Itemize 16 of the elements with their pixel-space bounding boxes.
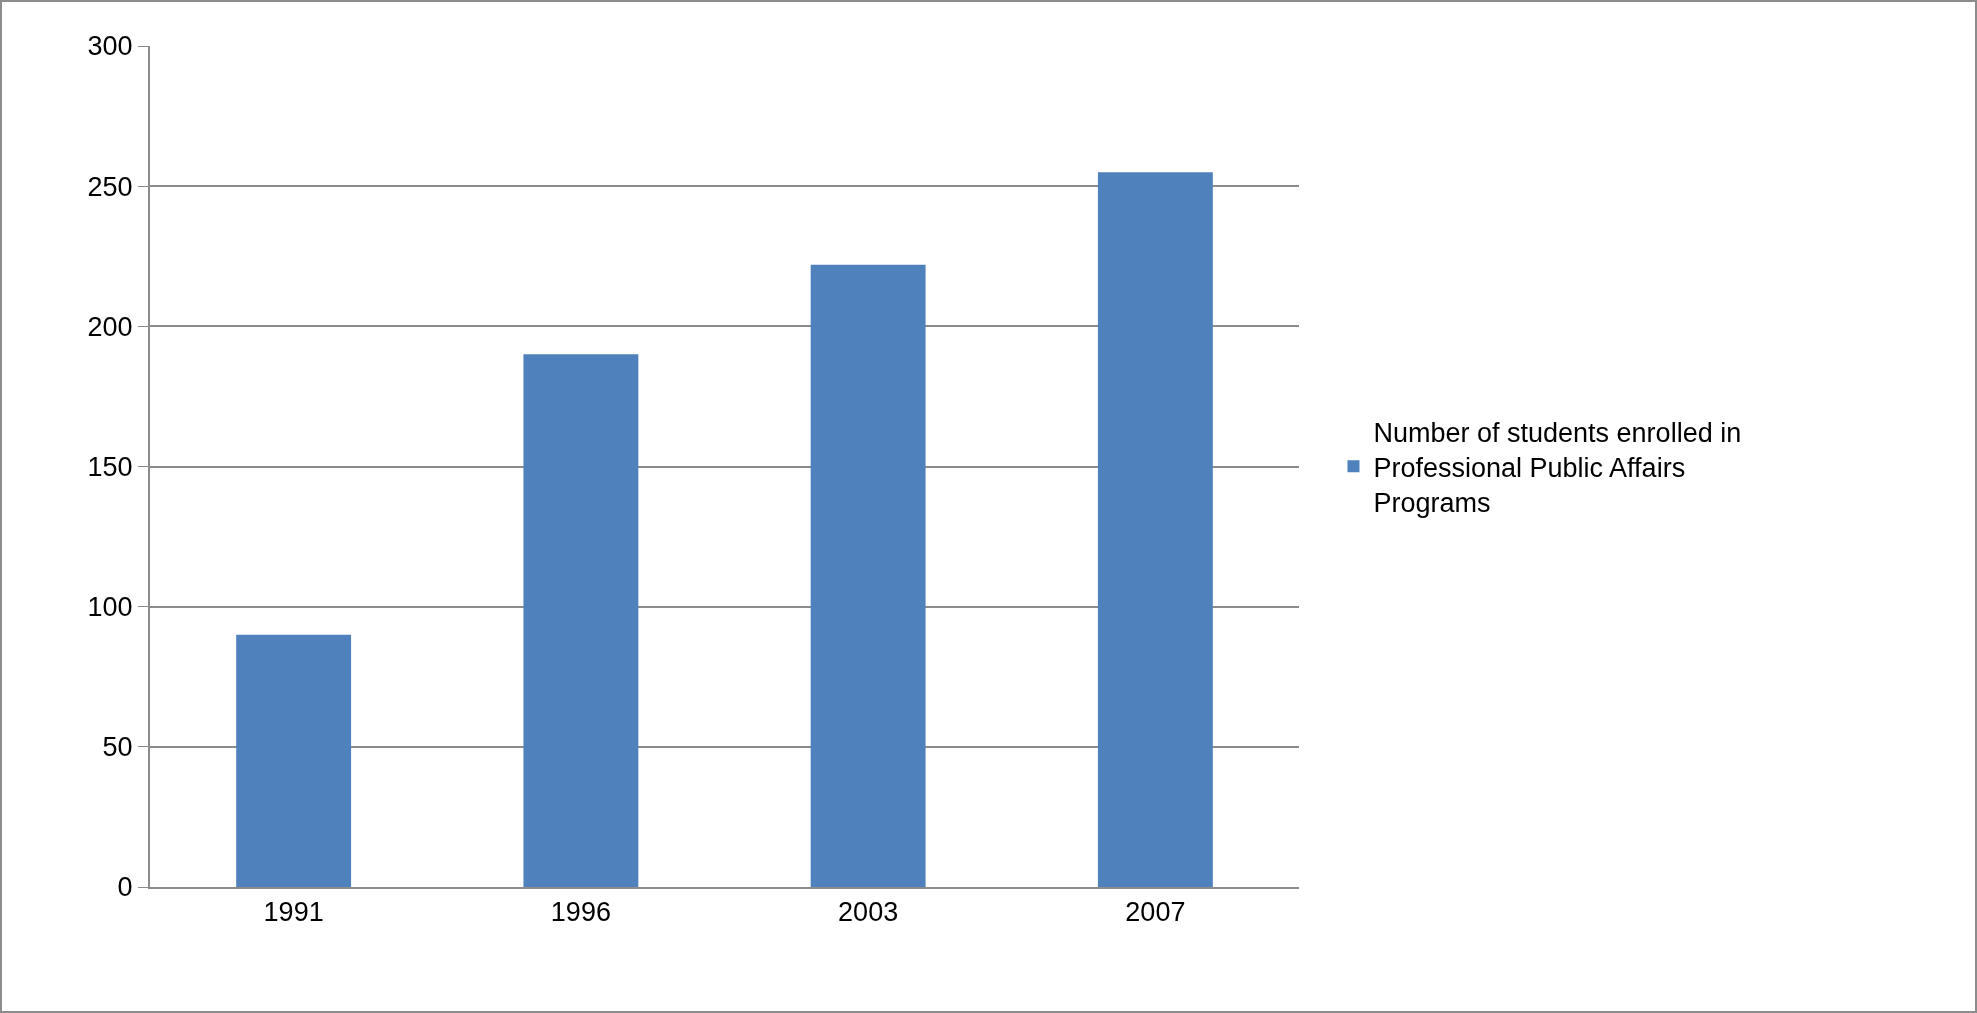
x-tick-label: 2007 [1125,897,1186,928]
y-tick-label: 300 [87,31,133,62]
bar [236,634,352,887]
y-tick-label: 150 [87,451,133,482]
y-tick-label: 250 [87,171,133,202]
x-tick-label: 1991 [263,897,324,928]
legend-label: Number of students enrolled in Professional Public Affairs Programs [1373,417,1742,518]
bar [523,354,639,887]
y-tick-label: 100 [87,592,133,623]
y-tick-label: 0 [117,872,133,903]
x-tick-label: 2003 [838,897,899,928]
bar [1097,172,1213,887]
y-tick-label: 50 [102,732,133,763]
x-tick-label: 1996 [550,897,611,928]
bar [810,264,926,887]
y-tick-label: 200 [87,311,133,342]
